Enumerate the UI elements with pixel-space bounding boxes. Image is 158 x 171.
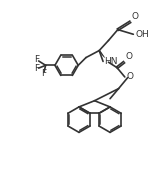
Text: OH: OH xyxy=(136,30,149,39)
Text: O: O xyxy=(126,73,133,81)
Text: F: F xyxy=(35,55,40,64)
Text: O: O xyxy=(131,12,138,21)
Text: O: O xyxy=(126,52,133,61)
Polygon shape xyxy=(98,51,105,58)
Text: F: F xyxy=(35,64,40,73)
Text: F: F xyxy=(41,69,46,78)
Text: HN: HN xyxy=(104,57,117,66)
